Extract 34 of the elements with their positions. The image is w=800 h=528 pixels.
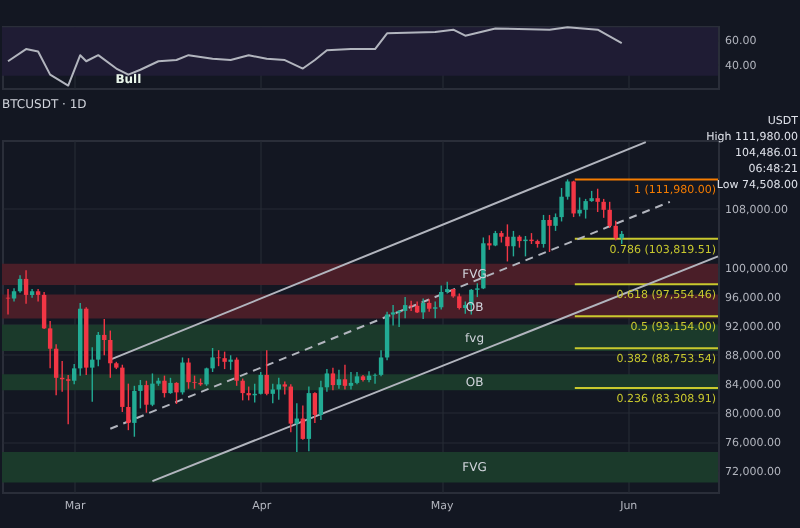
candlestick	[186, 357, 191, 390]
candlestick	[264, 349, 269, 396]
candlestick	[583, 198, 588, 220]
candlestick	[144, 380, 149, 414]
candlestick	[439, 284, 444, 311]
candlestick	[571, 180, 576, 218]
candlestick	[150, 372, 155, 407]
candlestick	[306, 385, 312, 452]
candlestick	[276, 377, 281, 401]
candlestick	[174, 381, 179, 405]
candlestick	[342, 364, 348, 391]
candlestick	[288, 383, 294, 434]
candlestick	[258, 371, 263, 396]
candlestick	[577, 196, 582, 218]
candlestick	[180, 356, 185, 396]
candlestick	[559, 187, 564, 223]
candlestick	[102, 318, 107, 356]
candlestick	[330, 366, 336, 391]
candlestick	[5, 288, 11, 316]
candlestick	[132, 385, 137, 438]
candlestick	[336, 369, 342, 390]
candlestick	[348, 371, 354, 391]
candlestick	[408, 300, 414, 312]
candlestick	[505, 223, 510, 263]
candlestick	[595, 188, 600, 213]
candlestick	[402, 296, 408, 319]
candlestick	[294, 402, 300, 453]
candlestick	[162, 374, 167, 399]
candlestick	[312, 391, 318, 424]
candlestick	[511, 230, 516, 258]
candlestick	[23, 269, 29, 305]
candlestick	[541, 214, 546, 249]
candlestick	[270, 382, 275, 404]
candlestick	[547, 214, 552, 253]
